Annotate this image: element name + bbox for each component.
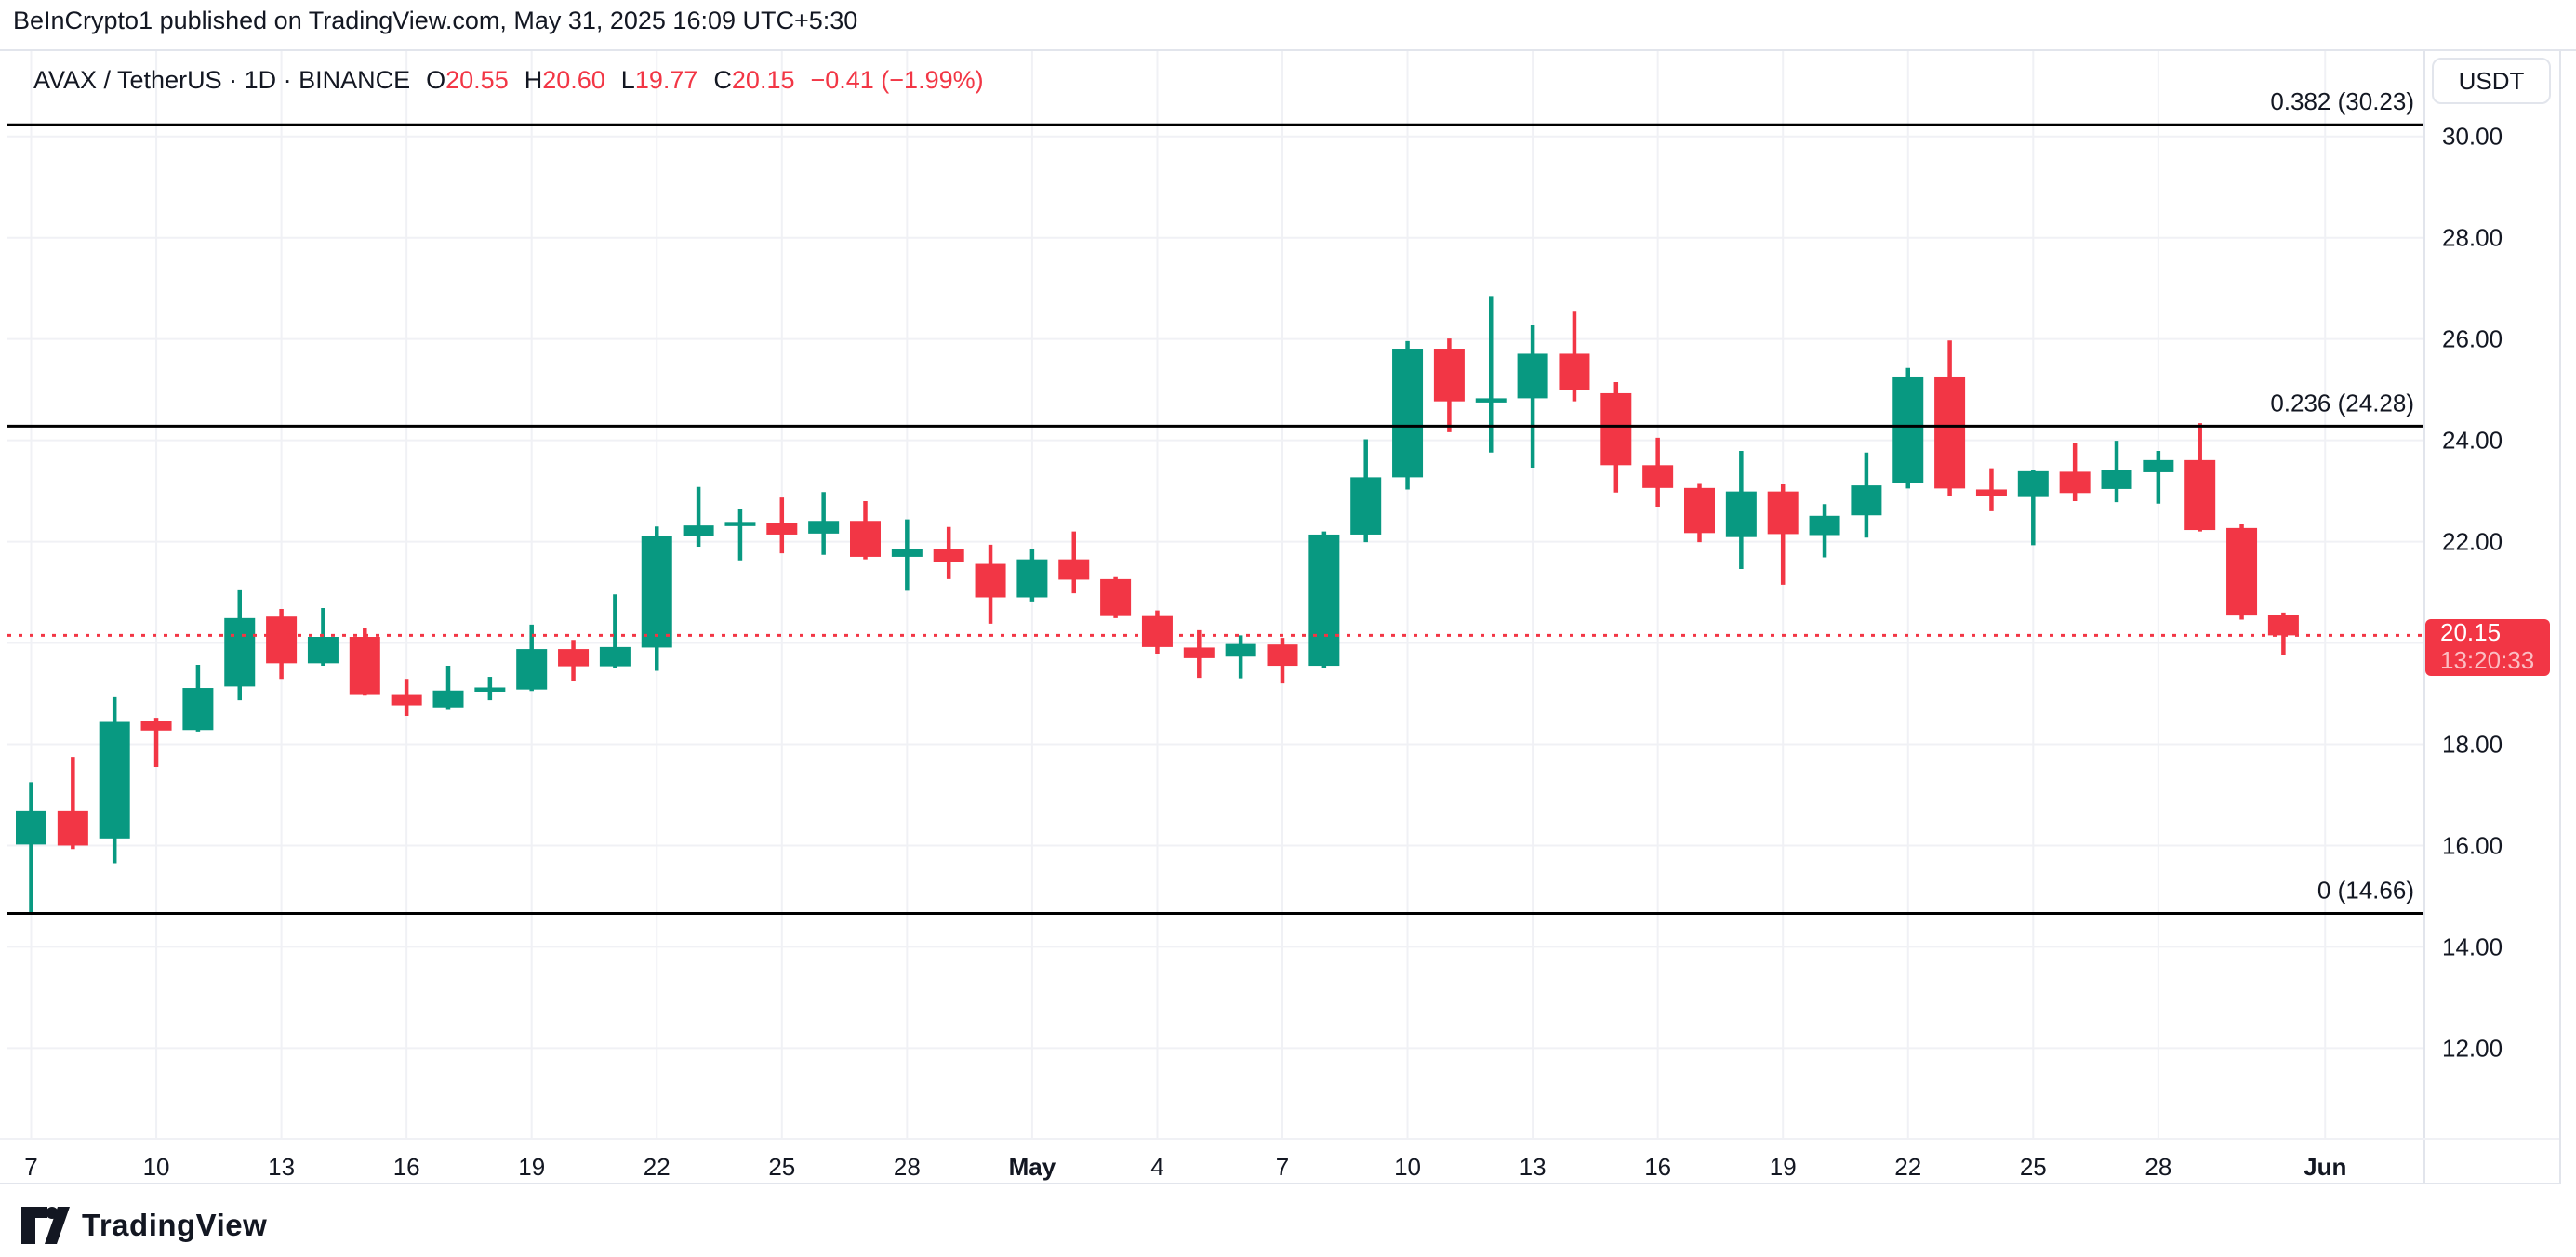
svg-text:13: 13 [1520, 1153, 1547, 1181]
svg-text:28: 28 [2144, 1153, 2171, 1181]
tradingview-mark-icon [20, 1205, 71, 1246]
time-axis-labels[interactable]: 7 10 13 16 19 22 25 28 May 4 7 10 13 16 19 22 25 28 Jun [24, 1153, 2346, 1181]
svg-text:16: 16 [393, 1153, 420, 1181]
svg-text:19: 19 [1770, 1153, 1797, 1181]
svg-text:28.00: 28.00 [2442, 224, 2503, 252]
symbol-info-bar[interactable]: AVAX / TetherUS · 1D · BINANCE O20.55 H20.… [33, 65, 984, 95]
symbol-title: AVAX / TetherUS · 1D · BINANCE [33, 66, 411, 94]
candlestick-series[interactable] [16, 296, 2299, 914]
svg-text:14.00: 14.00 [2442, 933, 2503, 960]
svg-text:18.00: 18.00 [2442, 731, 2503, 759]
svg-text:10: 10 [143, 1153, 170, 1181]
svg-text:16: 16 [1644, 1153, 1671, 1181]
svg-text:26.00: 26.00 [2442, 325, 2503, 353]
currency-toggle-button[interactable]: USDT [2432, 58, 2551, 104]
ohlc-high: H20.60 [524, 66, 605, 94]
svg-text:12.00: 12.00 [2442, 1034, 2503, 1062]
svg-text:20.15: 20.15 [2440, 618, 2501, 646]
svg-text:28: 28 [894, 1153, 921, 1181]
svg-text:25: 25 [768, 1153, 795, 1181]
svg-text:7: 7 [1276, 1153, 1289, 1181]
svg-text:Jun: Jun [2304, 1153, 2346, 1181]
svg-text:30.00: 30.00 [2442, 123, 2503, 151]
attribution-text: BeInCrypto1 published on TradingView.com… [13, 7, 858, 34]
tradingview-logo[interactable]: TradingView [20, 1205, 267, 1246]
price-change: −0.41 (−1.99%) [810, 66, 984, 94]
svg-text:22: 22 [1894, 1153, 1921, 1181]
svg-text:0.382 (30.23): 0.382 (30.23) [2270, 87, 2414, 115]
svg-text:22.00: 22.00 [2442, 528, 2503, 556]
svg-text:19: 19 [518, 1153, 545, 1181]
price-axis-labels[interactable]: 30.00 28.00 26.00 24.00 22.00 18.00 16.00 14.00… [2442, 123, 2503, 1063]
svg-text:0 (14.66): 0 (14.66) [2317, 876, 2414, 904]
svg-text:May: May [1009, 1153, 1056, 1181]
fib-retracement-levels[interactable]: 0.382 (30.23) 0.236 (24.28) 0 (14.66) [7, 87, 2424, 915]
ohlc-open: O20.55 [426, 66, 509, 94]
tradingview-logo-text: TradingView [82, 1208, 268, 1242]
svg-text:25: 25 [2020, 1153, 2047, 1181]
svg-text:4: 4 [1150, 1153, 1163, 1181]
svg-text:22: 22 [644, 1153, 671, 1181]
ohlc-low: L19.77 [620, 66, 698, 94]
grid-lines [7, 50, 2424, 1139]
svg-text:7: 7 [24, 1153, 37, 1181]
svg-text:13: 13 [268, 1153, 295, 1181]
svg-text:24.00: 24.00 [2442, 427, 2503, 455]
svg-text:16.00: 16.00 [2442, 831, 2503, 859]
svg-text:0.236 (24.28): 0.236 (24.28) [2270, 389, 2414, 417]
pane-borders [0, 49, 2576, 1184]
svg-text:13:20:33: 13:20:33 [2440, 646, 2534, 674]
svg-text:10: 10 [1394, 1153, 1421, 1181]
ohlc-close: C20.15 [713, 66, 795, 94]
